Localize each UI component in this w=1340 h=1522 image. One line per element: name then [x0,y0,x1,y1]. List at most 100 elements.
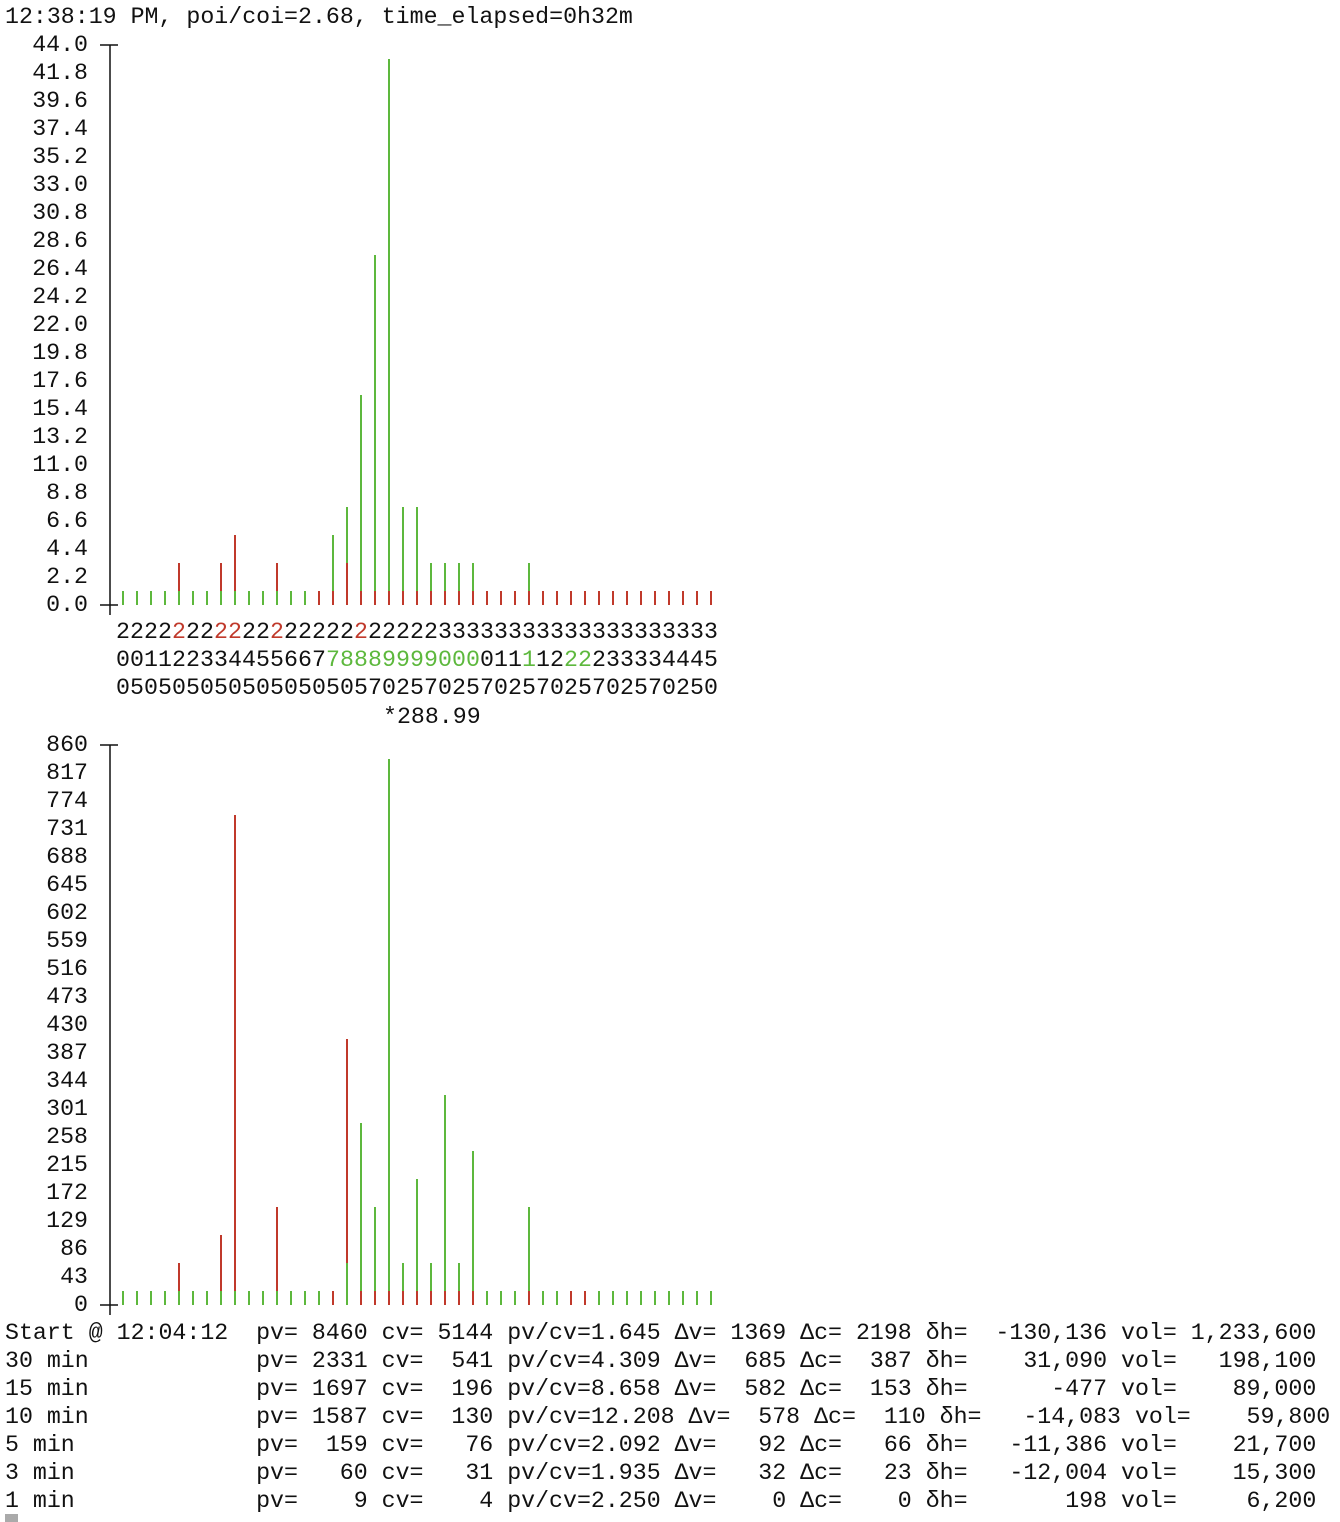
y-tick-label: 0 [74,1292,88,1318]
y-tick-label: 0.0 [46,592,88,618]
bar-segment [220,563,222,591]
cursor [5,1514,18,1522]
bar-segment [710,1291,712,1305]
bar-segment [570,591,572,605]
field-key: Δv= [675,1320,717,1346]
row-label: 15 min [5,1376,89,1402]
bar-segment [374,1291,376,1305]
bar-segment [430,1291,432,1305]
y-tick-label: 13.2 [32,424,88,450]
bar-segment [668,1291,670,1305]
bar-segment [444,563,446,591]
annotation: *288.99 [383,704,481,730]
field-value: 110 [884,1404,926,1430]
bar-segment [696,591,698,605]
field-value: 1369 [730,1320,786,1346]
bar-segment [206,591,208,605]
bar-segment [584,591,586,605]
y-tick-label: 258 [46,1124,88,1150]
bar-segment [402,1263,404,1291]
field-key: Δc= [800,1488,842,1514]
bar-segment [220,591,222,605]
field-value: -12,004 [1009,1460,1107,1486]
status-line: 12:38:19 PM, poi/coi=2.68, time_elapsed=… [5,4,633,30]
bar-segment [360,1291,362,1305]
bar-segment [416,1291,418,1305]
y-tick-label: 688 [46,844,88,870]
bar-segment [430,591,432,605]
bar-segment [472,591,474,605]
bar-segment [360,591,362,605]
bar-segment [472,563,474,591]
y-tick-label: 17.6 [32,368,88,394]
bar-segment [640,591,642,605]
y-tick-label: 129 [46,1208,88,1234]
field-key: Δv= [689,1404,731,1430]
field-key: Δv= [675,1348,717,1374]
bar-segment [388,759,390,1291]
y-tick-label: 30.8 [32,200,88,226]
bar-segment [276,1291,278,1305]
bar-segment [234,535,236,591]
bar-segment [500,1291,502,1305]
bar-segment [178,1291,180,1305]
bar-segment [710,591,712,605]
bar-segment [388,1291,390,1305]
field-key: pv/cv= [507,1376,591,1402]
field-key: vol= [1121,1348,1177,1374]
field-value: 4 [479,1488,493,1514]
field-key: cv= [382,1460,424,1486]
bar-segment [346,1263,348,1305]
field-value: 582 [744,1376,786,1402]
bar-segment [598,591,600,605]
field-value: 153 [870,1376,912,1402]
bar-segment [262,1291,264,1305]
field-key: pv= [256,1376,298,1402]
field-key: cv= [382,1488,424,1514]
field-value: 198 [1065,1488,1107,1514]
field-value: -477 [1051,1376,1107,1402]
row-label: 5 min [5,1432,75,1458]
bar-segment [528,1207,530,1291]
row-label: 1 min [5,1488,75,1514]
field-value: 76 [465,1432,493,1458]
field-value: 21,700 [1233,1432,1317,1458]
field-key: pv/cv= [507,1488,591,1514]
field-value: 196 [451,1376,493,1402]
bar-segment [458,1263,460,1291]
bar-segment [234,1291,236,1305]
bar-segment [360,395,362,591]
y-tick-label: 24.2 [32,284,88,310]
field-key: Δv= [675,1488,717,1514]
field-key: pv= [256,1348,298,1374]
bar-segment [360,1123,362,1291]
y-tick-label: 602 [46,900,88,926]
bar-segment [178,591,180,605]
field-value: 31,090 [1023,1348,1107,1374]
y-tick-label: 19.8 [32,340,88,366]
y-tick-label: 731 [46,816,88,842]
bar-segment [276,563,278,591]
bar-segment [654,591,656,605]
y-tick-label: 215 [46,1152,88,1178]
field-key: pv= [256,1404,298,1430]
field-value: 198,100 [1219,1348,1317,1374]
field-value: 2.250 [591,1488,661,1514]
field-key: cv= [382,1432,424,1458]
bar-segment [374,591,376,605]
field-value: 1.935 [591,1460,661,1486]
field-key: Δv= [675,1432,717,1458]
bar-segment [206,1291,208,1305]
